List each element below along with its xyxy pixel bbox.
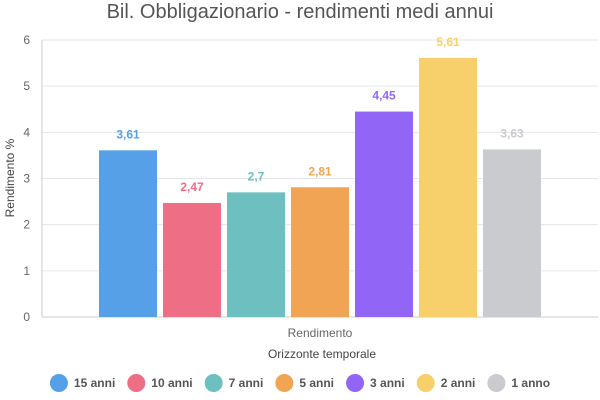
data-label: 3,63	[500, 126, 524, 140]
bar-2-anni	[419, 58, 477, 317]
data-label: 2,81	[308, 164, 332, 178]
bar-1-anno	[483, 149, 541, 317]
y-tick-label: 1	[23, 264, 30, 278]
data-label: 5,61	[436, 35, 460, 49]
legend-item[interactable]: 10 anni	[127, 374, 193, 392]
data-labels: 3,61 2,47 2,7 2,81 4,45 5,61 3,63	[116, 35, 524, 194]
legend-item[interactable]: 3 anni	[346, 374, 405, 392]
legend-label: 5 anni	[299, 376, 334, 390]
y-axis-ticks: 0 1 2 3 4 5 6	[23, 33, 30, 324]
y-tick-label: 3	[23, 172, 30, 186]
legend-label: 2 anni	[441, 376, 476, 390]
legend-item[interactable]: 7 anni	[204, 374, 264, 392]
bar-10-anni	[163, 202, 221, 317]
y-tick-label: 4	[23, 125, 30, 139]
legend: 15 anni 10 anni 7 anni 5 anni 3 anni 2 anni 1 …	[49, 374, 550, 392]
legend-swatch	[416, 374, 435, 392]
chart-title: Bil. Obbligazionario - rendimenti medi a…	[107, 1, 494, 23]
y-tick-label: 2	[23, 218, 30, 232]
legend-swatch	[127, 374, 146, 392]
bars	[99, 58, 541, 317]
legend-label: 10 anni	[151, 376, 192, 390]
legend-label: 7 anni	[229, 376, 264, 390]
legend-item[interactable]: 5 anni	[275, 374, 334, 392]
legend-item[interactable]: 1 anno	[487, 374, 550, 392]
legend-label: 3 anni	[370, 376, 405, 390]
data-label: 2,7	[248, 169, 265, 183]
legend-swatch	[49, 374, 68, 392]
y-tick-label: 0	[23, 310, 30, 324]
legend-item[interactable]: 2 anni	[416, 374, 476, 392]
x-axis-label: Orizzonte temporale	[268, 347, 376, 361]
bar-15-anni	[99, 150, 157, 317]
legend-swatch	[204, 374, 223, 392]
bar-5-anni	[291, 187, 349, 317]
y-tick-label: 6	[23, 33, 30, 47]
legend-swatch	[346, 374, 365, 392]
y-tick-label: 5	[23, 79, 30, 93]
data-label: 4,45	[372, 89, 396, 103]
bar-3-anni	[355, 111, 413, 317]
data-label: 3,61	[116, 127, 140, 141]
data-label: 2,47	[180, 180, 204, 194]
y-axis-label: Rendimento %	[3, 138, 17, 217]
legend-swatch	[487, 374, 506, 392]
bar-7-anni	[227, 192, 285, 317]
legend-swatch	[275, 374, 294, 392]
legend-label: 15 anni	[74, 376, 115, 390]
x-category-label: Rendimento	[288, 326, 353, 340]
legend-item[interactable]: 15 anni	[49, 374, 115, 392]
legend-label: 1 anno	[511, 376, 550, 390]
